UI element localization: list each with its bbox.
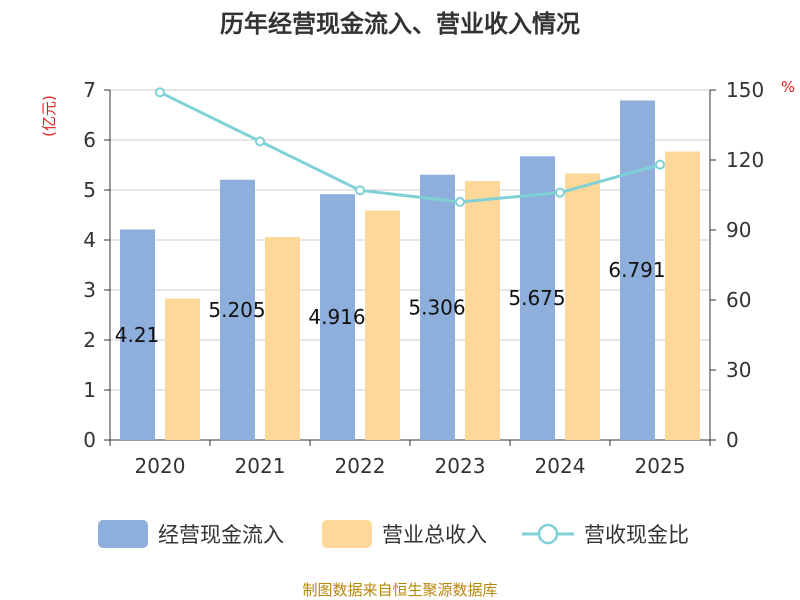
bars [120,100,700,440]
data-labels: 4.21 5.205 4.916 5.306 5.675 6.791 [115,258,666,347]
source-note: 制图数据来自恒生聚源数据库 [302,581,497,599]
left-axis-tick-label: 7 [83,78,96,102]
bar-revenue [265,237,300,440]
right-axis-tick-label: 90 [726,218,751,242]
data-label-cash-inflow: 5.306 [408,295,465,319]
bar-revenue [665,151,700,440]
ratio-point [255,136,265,147]
x-axis-tick-label: 2024 [535,454,586,478]
legend-label-revenue: 营业总收入 [382,523,487,547]
bar-cash-inflow [420,174,455,440]
right-axis-tick-label: 60 [726,288,751,312]
left-axis-tick-label: 1 [83,378,96,402]
grid-lines [110,89,710,391]
bar-revenue [465,181,500,440]
ratio-point [655,159,665,170]
x-axis-tick-label: 2025 [635,454,686,478]
left-axis-tick-label: 5 [83,178,96,202]
x-axis-tick-label: 2021 [235,454,286,478]
bar-revenue [165,298,200,440]
bar-cash-inflow [520,156,555,440]
right-axis-unit: % [781,78,795,96]
right-axis-tick-label: 0 [726,428,739,452]
left-axis-tick-label: 0 [83,428,96,452]
ratio-line [155,87,665,207]
data-label-cash-inflow: 4.21 [115,323,160,347]
legend-swatch-ratio-point [537,523,559,545]
bar-cash-inflow [120,229,155,440]
bar-cash-inflow [320,194,355,440]
right-axis-tick-label: 30 [726,358,751,382]
ratio-point [555,187,565,198]
x-axis-tick-label: 2020 [135,454,186,478]
left-axis-tick-label: 2 [83,328,96,352]
bar-cash-inflow [620,100,655,440]
ratio-point [455,197,465,207]
legend-label-cash-inflow: 经营现金流入 [158,523,284,547]
x-axis-tick-label: 2022 [335,454,386,478]
left-axis-tick-label: 6 [83,128,96,152]
left-axis-tick-label: 3 [83,278,96,302]
data-label-cash-inflow: 6.791 [608,258,665,282]
ratio-point [355,185,365,196]
data-label-cash-inflow: 4.916 [308,305,365,329]
axes: 0 1 2 3 4 5 6 7 0 30 60 90 120 150 2020 2021 2022 2023 202… [83,78,764,478]
data-label-cash-inflow: 5.675 [508,286,565,310]
legend-swatch-cash-inflow [98,520,148,548]
bar-revenue [565,173,600,440]
ratio-line-path [159,90,661,204]
x-axis-tick-label: 2023 [435,454,486,478]
left-axis-tick-label: 4 [83,228,96,252]
right-axis-tick-label: 120 [726,148,764,172]
data-label-cash-inflow: 5.205 [208,298,265,322]
legend-label-ratio: 营收现金比 [584,523,689,547]
ratio-point [155,87,165,98]
left-axis-unit: (亿元) [40,95,58,137]
right-axis-tick-label: 150 [726,78,764,102]
legend: 经营现金流入 营业总收入 营收现金比 [98,520,689,548]
legend-swatch-revenue [322,520,372,548]
bar-revenue [365,210,400,440]
bar-cash-inflow [220,179,255,440]
chart-title: 历年经营现金流入、营业收入情况 [220,10,580,38]
